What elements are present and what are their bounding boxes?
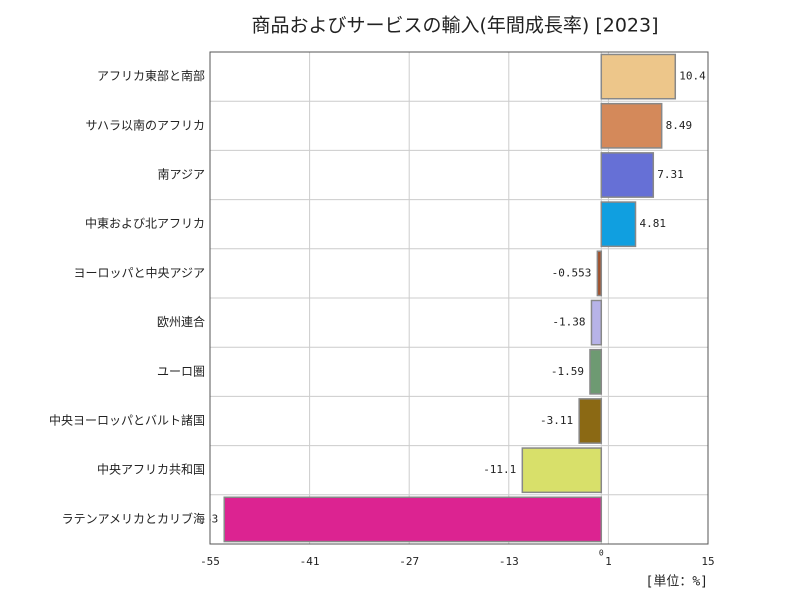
x-tick-label: 0: [599, 549, 604, 558]
y-tick-label: サハラ以南のアフリカ: [85, 117, 205, 132]
y-tick-label: 欧州連合: [157, 314, 205, 329]
bar: [600, 102, 663, 149]
value-label: 10.4: [679, 70, 706, 83]
bar: [600, 201, 637, 248]
y-tick-label: 中央ヨーロッパとバルト諸国: [49, 413, 205, 428]
x-tick-label: -55: [200, 555, 220, 568]
bar: [596, 250, 603, 297]
unit-label: [単位：%]: [646, 574, 708, 590]
x-tick-label: -27: [399, 555, 419, 568]
y-tick-label: アフリカ東部と南部: [97, 68, 205, 83]
bar: [600, 53, 677, 100]
value-label: -1.38: [552, 316, 585, 329]
y-tick-label: 南アジア: [157, 167, 205, 182]
value-label: -1.59: [551, 365, 584, 378]
bars: [223, 53, 677, 543]
value-label: -0.553: [552, 266, 592, 279]
x-tick-label: 1: [605, 555, 612, 568]
y-tick-label: 中東および北アフリカ: [85, 216, 205, 231]
y-tick-label: ラテンアメリカとカリブ海: [62, 511, 205, 526]
plot-frame: [209, 51, 709, 545]
value-label: 8.49: [666, 119, 693, 132]
y-tick-label: ヨーロッパと中央アジア: [73, 265, 205, 280]
x-tick-label: 15: [701, 555, 714, 568]
grid: [210, 52, 708, 544]
bar: [589, 348, 603, 395]
x-tick-label: -41: [300, 555, 320, 568]
value-labels: 10.4 8.49 7.31 4.81 -0.553 -1.38 -1.59 -3.11 -11…: [198, 70, 706, 526]
bar: [590, 299, 603, 346]
bar: [578, 398, 603, 444]
y-tick-label: 中央アフリカ共和国: [97, 462, 205, 477]
value-label: 4.81: [640, 217, 667, 230]
bar: [223, 496, 603, 543]
value-label: -3.11: [540, 414, 573, 427]
chart-title: 商品およびサービスの輸入(年間成長率) [2023]: [251, 15, 658, 37]
x-tick-label: -13: [499, 555, 519, 568]
bar: [600, 152, 655, 198]
value-label: -11.1: [483, 463, 516, 476]
y-tick-label: ユーロ圏: [157, 364, 205, 378]
value-label: 7.31: [657, 168, 684, 181]
value-label: -53: [198, 512, 218, 525]
bar: [521, 447, 603, 494]
